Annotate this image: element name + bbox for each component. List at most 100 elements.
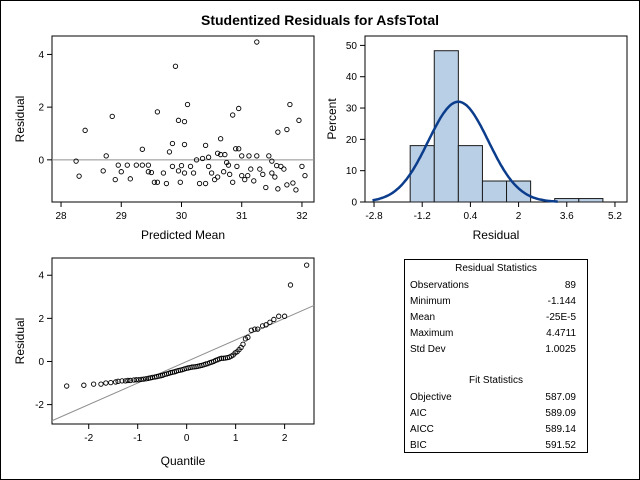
plot1-xtick-label: 30 (176, 211, 188, 222)
plot2-xtick-label: 3.6 (560, 211, 574, 222)
plot3-point (119, 378, 125, 384)
plot1-point (172, 63, 179, 69)
plot3-point (133, 377, 139, 383)
plot3-xtick-label: -1 (133, 433, 142, 444)
plot1-point (160, 170, 167, 176)
plot1-xtick-label: 29 (116, 211, 128, 222)
plot1-xtick-label: 28 (55, 211, 67, 222)
fit-stat-label: Objective (410, 392, 452, 403)
plot1-point (199, 155, 206, 162)
stat-label: Mean (410, 312, 435, 323)
plot3-point (276, 313, 282, 319)
plot1-point (251, 178, 257, 184)
plot3-ylabel: Residual (13, 318, 27, 365)
plot3-point (115, 378, 121, 384)
plot2-ytick-label: 10 (346, 166, 358, 177)
plot2-xtick-label: 5.2 (608, 211, 622, 222)
plot1-point (217, 136, 224, 142)
plot3-point (122, 378, 129, 384)
plot3-ytick-label: -2 (35, 400, 44, 411)
fit-statistics-header: Fit Statistics (469, 375, 523, 386)
plot1-point (260, 171, 266, 177)
plot3-point (64, 383, 70, 389)
panel-title: Studentized Residuals for AsfsTotal (201, 12, 439, 28)
plot1-point (208, 170, 215, 176)
plot3-point (98, 381, 104, 387)
plot1-point (196, 180, 203, 187)
plot3-point (304, 262, 310, 268)
stat-label: Observations (410, 280, 469, 291)
plot1-xtick-label: 32 (296, 211, 308, 222)
plot1-ylabel: Residual (13, 96, 27, 143)
plot1-point (284, 126, 290, 133)
fit-stat-label: AIC (410, 408, 427, 419)
plot3-xtick-label: 0 (184, 433, 190, 444)
plot1-point (145, 162, 152, 168)
plot1-point (139, 146, 145, 152)
plot1-ytick-label: 4 (38, 50, 44, 61)
fit-stat-value: 591.52 (545, 440, 576, 451)
plot1-point (221, 169, 227, 175)
stat-value: 1.0025 (545, 344, 576, 355)
plot1-point (281, 166, 287, 172)
stat-value: -25E-5 (546, 312, 576, 323)
plot2-ytick-label: 0 (351, 198, 357, 209)
plot1-xlabel: Predicted Mean (141, 228, 225, 242)
plot2-ytick-label: 30 (346, 104, 358, 115)
plot2-ytick-label: 50 (346, 41, 358, 52)
plot1-point (275, 186, 281, 192)
plot1-point (290, 180, 296, 186)
plot3-xtick-label: 2 (282, 433, 288, 444)
plot1-point (269, 170, 275, 176)
plot1-point (148, 169, 155, 176)
plot1-point (269, 158, 275, 164)
histogram-bar (506, 180, 532, 203)
plot2-xtick-label: -2.8 (365, 211, 383, 222)
plot1-point (242, 176, 248, 183)
plot1-point (109, 113, 115, 120)
plot1-point (181, 170, 188, 176)
plot1-frame (51, 35, 315, 203)
stat-label: Std Dev (410, 344, 446, 355)
plot1-point (236, 105, 242, 112)
plot3-point (267, 319, 273, 325)
plot3-point (281, 313, 288, 319)
histogram-bar (481, 180, 508, 203)
plot3-ytick-label: 2 (38, 314, 44, 325)
plot1-point (299, 163, 305, 170)
plot1-point (239, 153, 245, 159)
residual-qq-plot: -2 -1 0 1 2 -2 0 2 4 Quantile Residual (13, 257, 315, 468)
plot1-point (175, 168, 182, 174)
plot1-point (115, 162, 121, 168)
plot1-point (284, 182, 290, 188)
plot1-point (236, 146, 242, 152)
plot3-point (218, 355, 225, 361)
plot1-point (214, 150, 221, 156)
plot1-xtick-label: 31 (236, 211, 248, 222)
fit-stat-value: 589.14 (545, 424, 576, 435)
plot1-point (230, 179, 236, 185)
plot1-point (230, 112, 236, 118)
plot1-point (169, 140, 176, 147)
plot1-point (296, 117, 302, 123)
plot3-point (127, 377, 134, 384)
stat-value: 4.4711 (546, 328, 576, 339)
plot3-point (131, 377, 137, 383)
histogram-bar (578, 198, 604, 203)
plot3-ytick-label: 0 (38, 357, 44, 368)
plot1-point (254, 39, 260, 45)
plot3-xtick-label: -2 (84, 433, 93, 444)
plot3-frame (51, 257, 315, 425)
stat-value: -1.144 (548, 296, 577, 307)
plot3-point (138, 376, 144, 383)
plot3-point (271, 316, 277, 323)
plot1-point (233, 146, 239, 152)
fit-stat-value: 589.09 (545, 408, 576, 419)
plot1-point (263, 184, 269, 191)
plot2-xlabel: Residual (473, 228, 520, 242)
plot2-xtick-label: 2 (516, 211, 522, 222)
plot1-point (112, 176, 118, 183)
plot1-point (225, 162, 232, 168)
plot3-point (240, 341, 246, 347)
plot1-point (205, 154, 212, 160)
